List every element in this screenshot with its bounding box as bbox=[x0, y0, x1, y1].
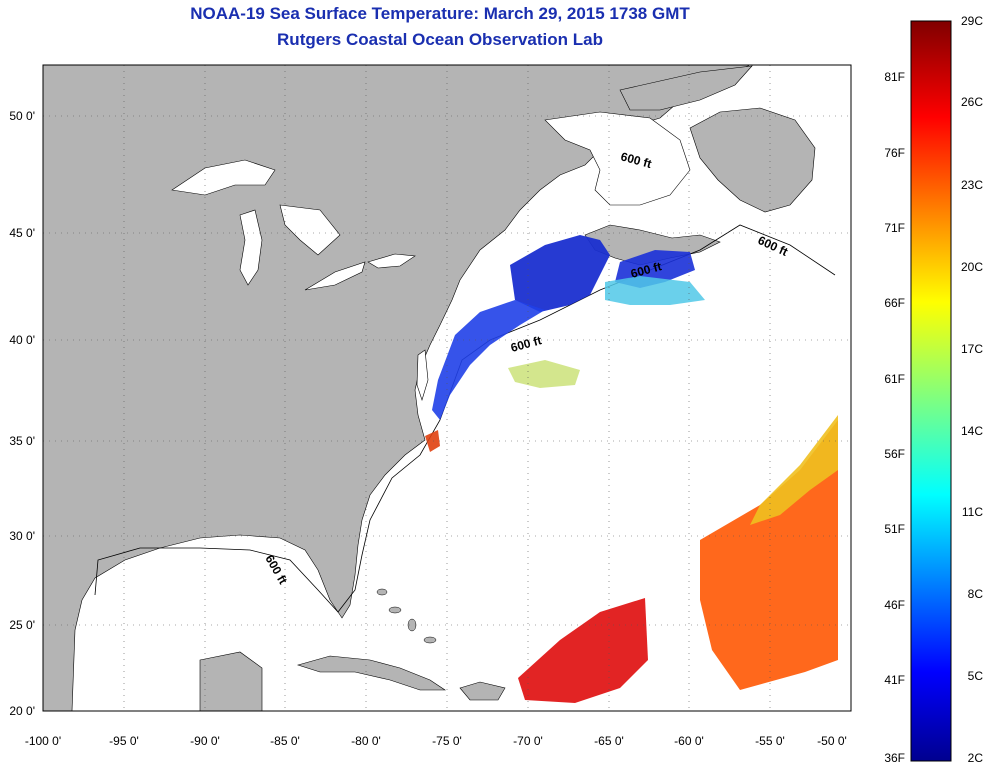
map-title: NOAA-19 Sea Surface Temperature: March 2… bbox=[190, 4, 690, 23]
lat-tick: 50 0' bbox=[9, 109, 35, 123]
lat-tick: 20 0' bbox=[9, 704, 35, 718]
cb-c-label: 23C bbox=[961, 178, 983, 192]
labrador-land bbox=[619, 65, 753, 111]
cb-f-label: 71F bbox=[884, 221, 905, 235]
sst-mid-atlantic-shelf bbox=[432, 300, 545, 420]
cb-f-label: 56F bbox=[884, 447, 905, 461]
cb-f-label: 61F bbox=[884, 372, 905, 386]
great-lake-erie bbox=[304, 261, 366, 291]
lat-tick: 45 0' bbox=[9, 226, 35, 240]
sst-colorbar bbox=[910, 20, 952, 762]
great-lake-superior bbox=[171, 159, 276, 196]
lon-tick: -55 0' bbox=[755, 734, 785, 748]
yucatan-land bbox=[199, 651, 263, 711]
cb-f-label: 51F bbox=[884, 522, 905, 536]
lon-tick: -60 0' bbox=[674, 734, 704, 748]
cb-c-label: 2C bbox=[968, 751, 984, 765]
cb-c-label: 20C bbox=[961, 260, 983, 274]
lon-tick: -100 0' bbox=[25, 734, 61, 748]
hispaniola-land bbox=[459, 681, 506, 701]
sst-south-patch bbox=[518, 598, 648, 703]
cb-c-label: 29C bbox=[961, 14, 983, 28]
lon-tick: -90 0' bbox=[190, 734, 220, 748]
lon-tick: -65 0' bbox=[594, 734, 624, 748]
latitude-axis: 20 0' 25 0' 30 0' 35 0' 40 0' 45 0' 50 0… bbox=[9, 109, 35, 718]
bahamas-islands bbox=[376, 588, 437, 644]
cuba-land bbox=[296, 655, 446, 691]
lon-tick: -80 0' bbox=[351, 734, 381, 748]
lon-tick: -50 0' bbox=[817, 734, 847, 748]
lon-tick: -75 0' bbox=[432, 734, 462, 748]
cb-f-label: 76F bbox=[884, 146, 905, 160]
cb-c-label: 26C bbox=[961, 95, 983, 109]
cb-c-label: 11C bbox=[962, 505, 983, 519]
cb-c-label: 8C bbox=[968, 587, 984, 601]
sst-scattered-mid bbox=[508, 360, 580, 388]
cb-c-label: 14C bbox=[961, 424, 983, 438]
lon-tick: -70 0' bbox=[513, 734, 543, 748]
gulf-st-lawrence bbox=[544, 111, 691, 206]
cb-f-label: 66F bbox=[884, 296, 905, 310]
lat-tick: 40 0' bbox=[9, 333, 35, 347]
sst-hatteras-hot bbox=[425, 430, 440, 452]
cb-c-label: 5C bbox=[968, 669, 984, 683]
map-subtitle: Rutgers Coastal Ocean Observation Lab bbox=[277, 30, 603, 49]
lon-tick: -95 0' bbox=[109, 734, 139, 748]
colorbar-fahrenheit-labels: 81F 76F 71F 66F 61F 56F 51F 46F 41F 36F bbox=[884, 70, 905, 765]
sst-sargasso-east-yellow bbox=[750, 415, 838, 525]
longitude-axis: -100 0' -95 0' -90 0' -85 0' -80 0' -75 … bbox=[25, 734, 847, 748]
sst-scotian-warm bbox=[605, 276, 705, 305]
lat-tick: 30 0' bbox=[9, 529, 35, 543]
lat-tick: 25 0' bbox=[9, 618, 35, 632]
lat-tick: 35 0' bbox=[9, 434, 35, 448]
newfoundland-land bbox=[689, 107, 816, 213]
great-lake-michigan bbox=[239, 209, 263, 286]
maritimes-land bbox=[584, 224, 721, 266]
lon-tick: -85 0' bbox=[270, 734, 300, 748]
cb-f-label: 46F bbox=[884, 598, 905, 612]
great-lake-huron bbox=[279, 204, 341, 256]
cb-f-label: 41F bbox=[884, 673, 905, 687]
cb-f-label: 81F bbox=[884, 70, 905, 84]
chesapeake-bay bbox=[416, 349, 429, 401]
great-lake-ontario bbox=[367, 253, 416, 269]
north-america-land bbox=[43, 65, 751, 711]
cb-c-label: 17C bbox=[961, 342, 983, 356]
colorbar-celsius-labels: 29C 26C 23C 20C 17C 14C 11C 8C 5C 2C bbox=[961, 14, 983, 765]
sst-gulf-of-maine bbox=[510, 235, 610, 312]
cb-f-label: 36F bbox=[884, 751, 905, 765]
